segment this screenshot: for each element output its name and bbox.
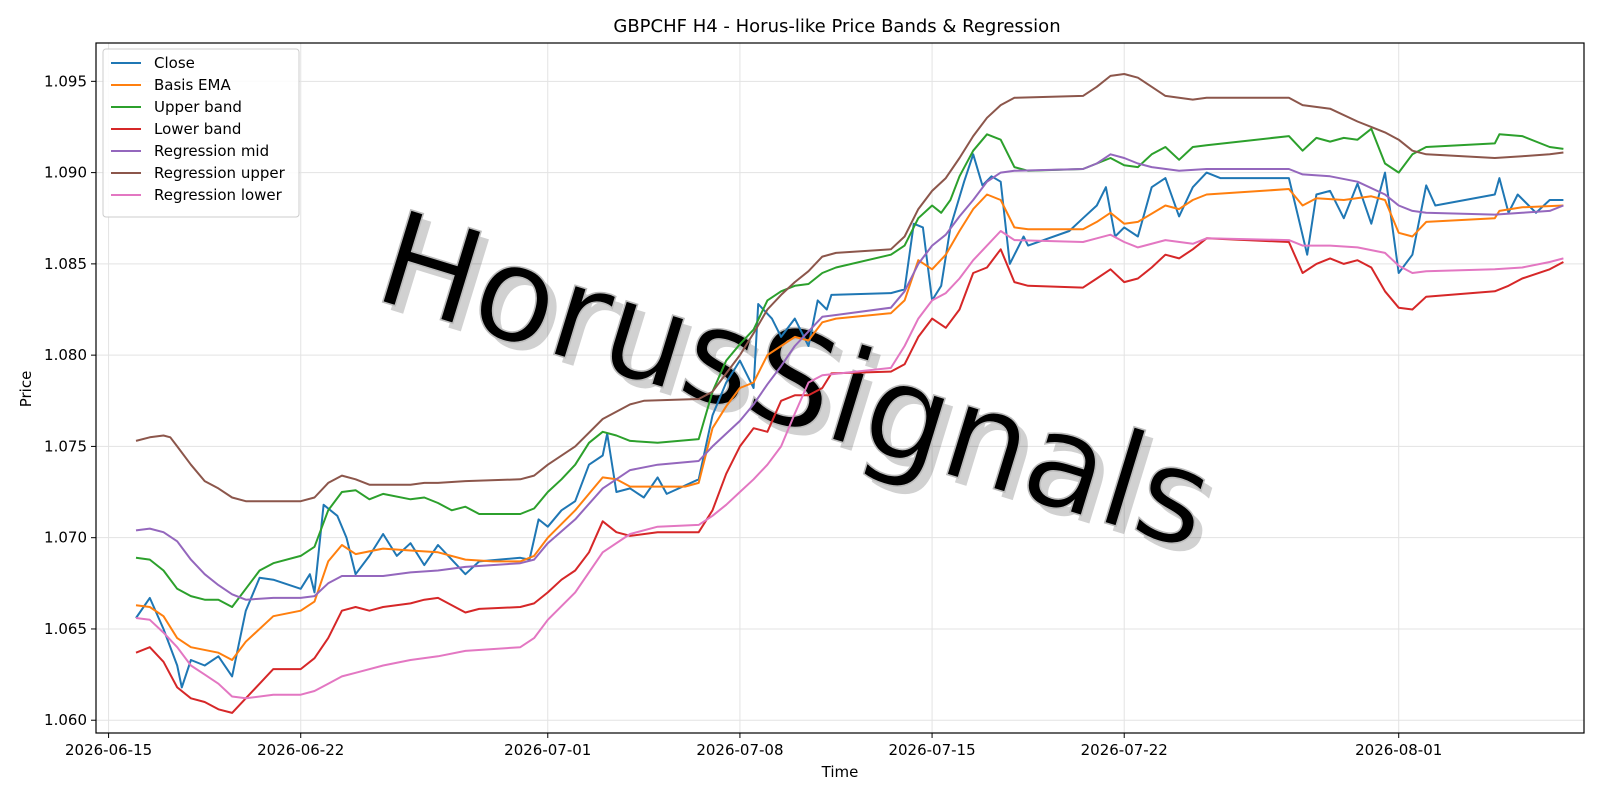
y-tick-label: 1.090	[44, 164, 87, 182]
x-tick-label: 2026-06-22	[257, 741, 344, 759]
x-tick-label: 2026-07-08	[696, 741, 783, 759]
y-tick-label: 1.095	[44, 72, 87, 90]
legend-label: Basis EMA	[154, 76, 231, 94]
legend-label: Regression lower	[154, 186, 283, 204]
series-line-basis-ema	[135, 188, 1564, 661]
x-tick-label: 2026-07-22	[1081, 741, 1168, 759]
y-tick-label: 1.085	[44, 255, 87, 273]
y-tick-label: 1.070	[44, 529, 87, 547]
series-line-lower-band	[135, 237, 1564, 714]
grid	[96, 43, 1584, 733]
y-tick-label: 1.060	[44, 711, 87, 729]
y-axis-label: Price	[17, 371, 35, 408]
x-tick-label: 2026-06-15	[65, 741, 152, 759]
plot-frame	[95, 42, 1585, 734]
series-line-regression-upper	[135, 73, 1564, 503]
legend-box	[102, 48, 300, 218]
legend-label: Close	[154, 54, 195, 72]
chart-title: GBPCHF H4 - Horus-like Price Bands & Reg…	[613, 16, 1060, 37]
series-line-regression-lower	[135, 230, 1564, 700]
series-line-regression-mid	[135, 153, 1564, 601]
legend-label: Lower band	[154, 120, 241, 138]
y-tick-label: 1.080	[44, 346, 87, 364]
legend-label: Upper band	[154, 98, 242, 116]
x-axis-label: Time	[821, 763, 859, 781]
series-line-close	[135, 153, 1564, 689]
x-axis: 2026-06-15 2026-06-22 2026-07-01 2026-07-08…	[65, 733, 1442, 759]
x-tick-label: 2026-08-01	[1355, 741, 1442, 759]
y-tick-label: 1.075	[44, 437, 87, 455]
x-tick-label: 2026-07-01	[504, 741, 591, 759]
x-tick-label: 2026-07-15	[888, 741, 975, 759]
y-tick-label: 1.065	[44, 620, 87, 638]
y-axis: 1.060 1.065 1.070 1.075 1.080 1.085 1.090 1.095	[44, 72, 96, 729]
legend-label: Regression upper	[154, 164, 286, 182]
series-line-upper-band	[135, 127, 1564, 608]
legend-label: Regression mid	[154, 142, 269, 160]
legend: Close Basis EMA Upper band Lower band Regres…	[102, 48, 300, 218]
series-layer	[135, 73, 1564, 714]
